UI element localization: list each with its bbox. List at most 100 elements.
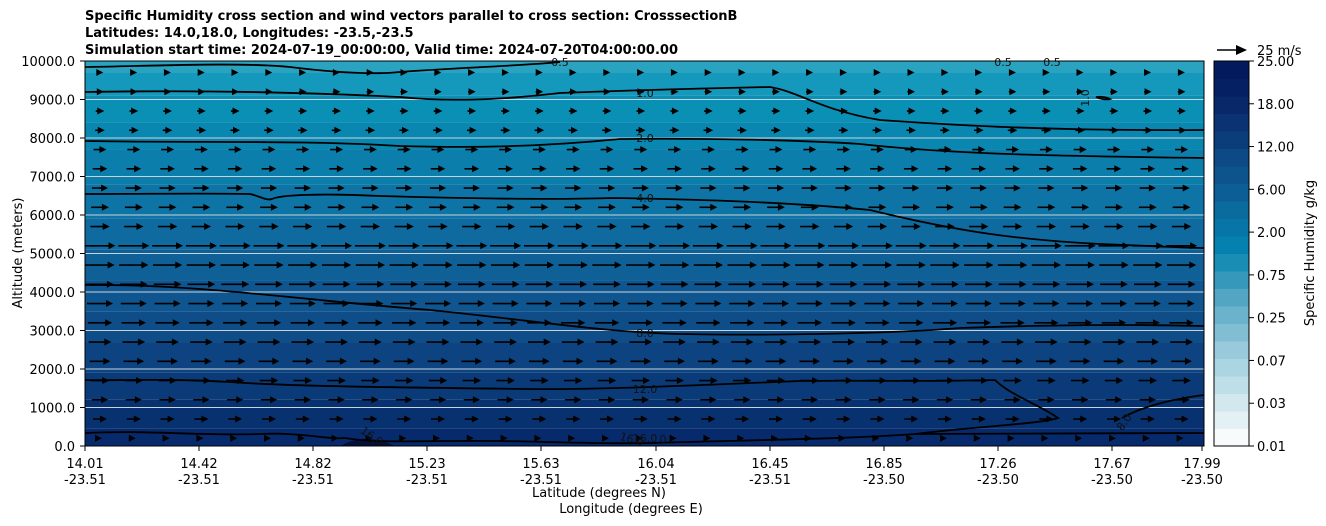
wind-vector [561, 319, 586, 327]
wind-vector-head [506, 396, 514, 404]
wind-vector [129, 126, 139, 134]
wind-vector [971, 415, 986, 423]
wind-vector-head [169, 377, 177, 385]
wind-vector-head [981, 223, 989, 231]
wind-vector [328, 184, 345, 192]
wind-vector-head [242, 261, 250, 269]
wind-vector [703, 434, 711, 442]
colorbar-segment [1214, 306, 1249, 324]
wind-vector-head [167, 165, 175, 173]
wind-vector [299, 69, 307, 77]
wind-vector-head [846, 223, 854, 231]
wind-vector [864, 300, 891, 308]
contour-line [85, 378, 1060, 435]
wind-vector [88, 338, 112, 346]
wind-vector-head [910, 146, 918, 154]
wind-vector-head [1144, 69, 1152, 77]
wind-vector-head [942, 126, 950, 134]
wind-vector [631, 223, 651, 231]
wind-vector-head [845, 203, 853, 211]
wind-vector-head [777, 184, 785, 192]
wind-vector [194, 415, 209, 423]
wind-vector-head [742, 165, 750, 173]
wind-vector-head [270, 396, 278, 404]
wind-vector [1073, 415, 1088, 423]
wind-vector-head [405, 184, 413, 192]
wind-vector [565, 165, 581, 173]
wind-vector [357, 300, 384, 308]
wind-vector [330, 146, 344, 154]
wind-vector-head [1018, 300, 1026, 308]
wind-vector-head [200, 146, 208, 154]
wind-vector [670, 69, 678, 77]
wind-vector-head [547, 242, 555, 250]
wind-vector [297, 434, 305, 442]
wind-vector [1138, 377, 1158, 385]
wind-vector [156, 338, 179, 346]
wind-vector [158, 203, 177, 211]
x-tick-label-latitude: 17.26 [979, 457, 1016, 472]
wind-vector [1138, 223, 1158, 231]
quiver-key-arrowhead [1236, 45, 1247, 55]
wind-vector-head [944, 146, 952, 154]
wind-vector [697, 338, 720, 346]
wind-vector-head [1183, 377, 1191, 385]
wind-vector-head [468, 69, 476, 77]
wind-vector [264, 107, 274, 115]
wind-vector-head [608, 203, 616, 211]
wind-vector [1072, 165, 1088, 173]
wind-vector-head [913, 223, 921, 231]
wind-vector-head [1185, 338, 1193, 346]
wind-vector-head [1017, 319, 1025, 327]
wind-vector [1140, 415, 1155, 423]
wind-vector [366, 69, 374, 77]
wind-vector [696, 319, 721, 327]
wind-vector-head [581, 242, 589, 250]
wind-vector-head [1049, 223, 1057, 231]
wind-vector [636, 107, 646, 115]
wind-vector [800, 203, 819, 211]
wind-vector-head [838, 434, 846, 442]
wind-vector-head [1111, 126, 1119, 134]
wind-vector [534, 126, 545, 134]
wind-vector-head [546, 280, 554, 288]
wind-vector-head [976, 126, 984, 134]
wind-vector [500, 126, 511, 134]
wind-vector [332, 69, 340, 77]
wind-vector [463, 184, 480, 192]
colorbar-tick-label: 0.75 [1257, 269, 1286, 284]
wind-vector [223, 319, 248, 327]
wind-vector [365, 434, 373, 442]
wind-vector-head [1052, 300, 1060, 308]
wind-vector-head [1189, 261, 1197, 269]
wind-vector [331, 434, 339, 442]
wind-vector [603, 69, 611, 77]
wind-vector [496, 203, 515, 211]
contour-line [85, 137, 1204, 159]
wind-vector [361, 203, 380, 211]
wind-vector-head [884, 280, 892, 288]
wind-vector [666, 184, 683, 192]
wind-vector-head [1007, 434, 1015, 442]
wind-vector-head [612, 319, 620, 327]
wind-vector [1110, 88, 1118, 96]
wind-vector-head [1012, 146, 1020, 154]
wind-vector [296, 146, 310, 154]
wind-vector-head [100, 165, 108, 173]
colorbar-segment [1214, 428, 1249, 447]
wind-vector-head [744, 203, 752, 211]
wind-vector [734, 165, 750, 173]
colorbar-segment [1214, 358, 1249, 377]
wind-vector-head [239, 338, 247, 346]
wind-vector [532, 146, 546, 154]
wind-vector [664, 357, 685, 365]
wind-vector [495, 223, 516, 231]
wind-vector-head [603, 69, 611, 77]
wind-vector [602, 434, 609, 442]
wind-vector-head [1150, 377, 1158, 385]
wind-vector-head [574, 184, 582, 192]
wind-vector [663, 338, 686, 346]
wind-vector [230, 107, 240, 115]
wind-vector [523, 242, 555, 250]
wind-vector-head [577, 338, 585, 346]
